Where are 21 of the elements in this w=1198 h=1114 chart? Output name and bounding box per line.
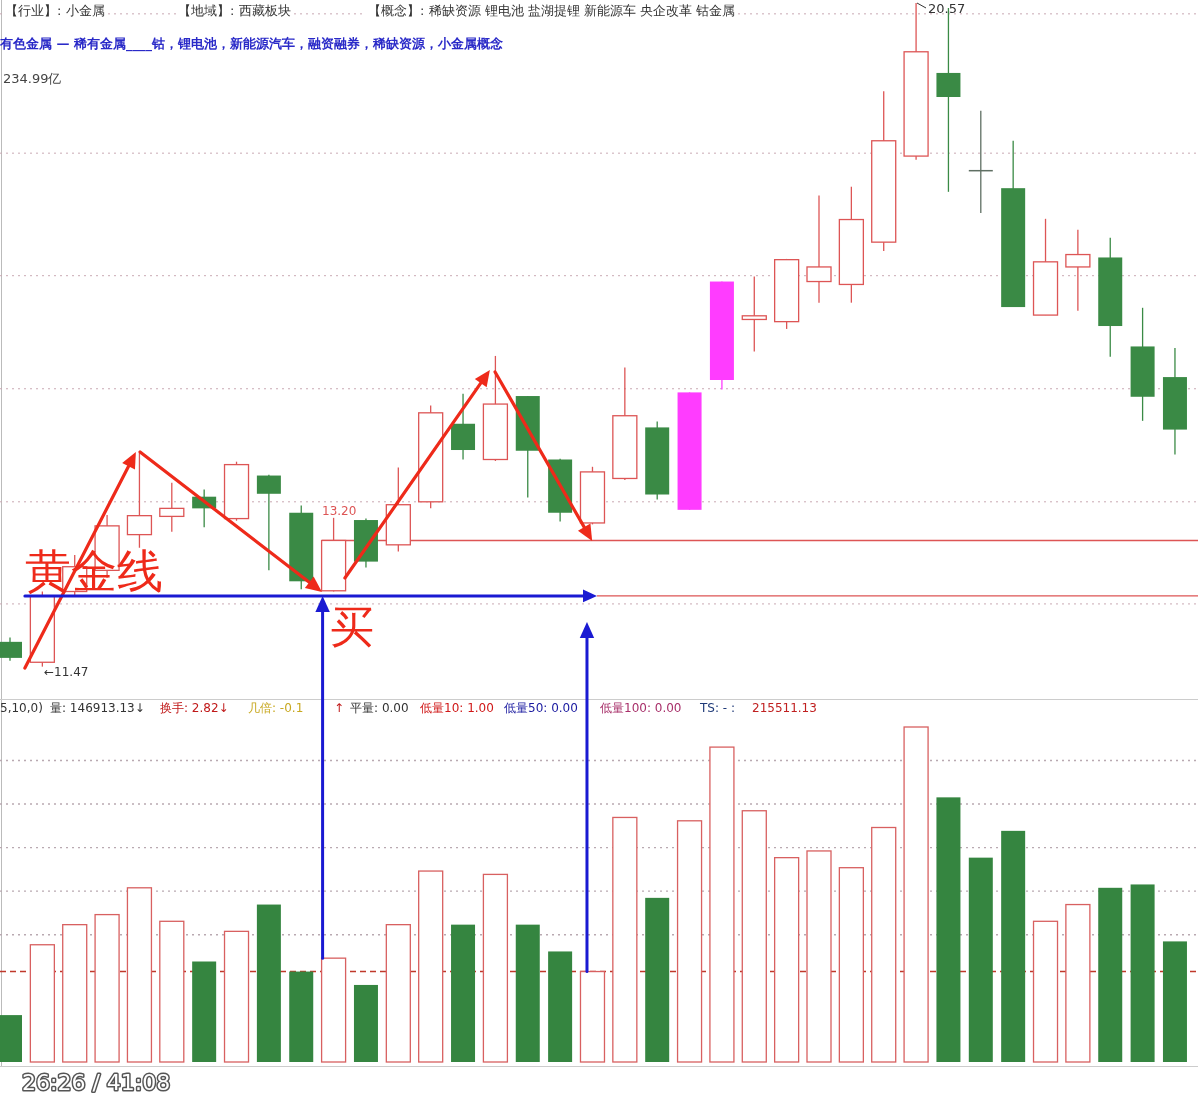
text: ↑ xyxy=(334,701,345,715)
annotation: 【地域】: 西藏板块 xyxy=(178,3,291,18)
text: 低量100: 0.00 xyxy=(600,701,682,715)
annotation: 234.99亿 xyxy=(3,71,62,86)
text: 215511.13 xyxy=(752,701,817,715)
annotation: 【行业】: 小金属 xyxy=(5,3,105,18)
annotation: 20.57 xyxy=(928,1,966,16)
text: 低量50: 0.00 xyxy=(504,701,578,715)
annotation: ←11.47 xyxy=(44,665,89,679)
ref-line-label: 13.20 xyxy=(322,504,357,519)
text: 几倍: -0.1 xyxy=(248,701,304,715)
annotation: 【概念】: 稀缺资源 锂电池 盐湖提锂 新能源车 央企改革 钴金属 xyxy=(368,3,736,18)
text: 平量: 0.00 xyxy=(350,701,409,715)
annotation: 有色金属 — 稀有金属____钴，锂电池，新能源汽车，融资融券，稀缺资源，小金属概念 xyxy=(0,36,505,52)
text: 26:26 / 41:08 xyxy=(22,1070,171,1095)
annotation: 买 xyxy=(330,601,374,652)
text: 换手: 2.82↓ xyxy=(160,701,229,715)
text: 5,10,0) xyxy=(0,701,43,715)
text: TS: - : xyxy=(699,701,735,715)
text: 量: 146913.13↓ xyxy=(50,701,145,715)
text: 低量10: 1.00 xyxy=(420,701,494,715)
